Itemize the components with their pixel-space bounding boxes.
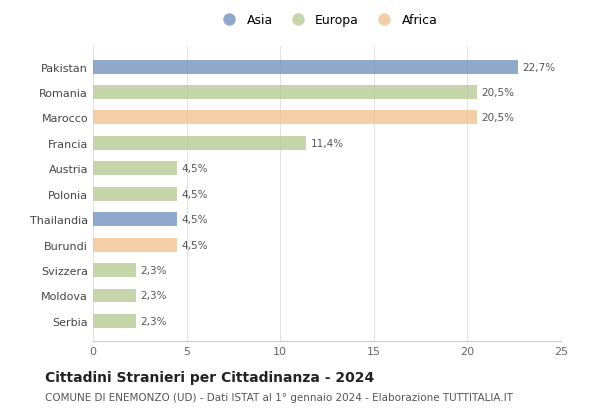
Text: 4,5%: 4,5% (182, 164, 208, 174)
Text: 4,5%: 4,5% (182, 215, 208, 225)
Bar (93, 61, 518, 74)
Text: 20,5%: 20,5% (481, 113, 514, 123)
Legend: Asia, Europa, Africa: Asia, Europa, Africa (212, 9, 443, 32)
Text: 4,5%: 4,5% (182, 189, 208, 199)
Text: 20,5%: 20,5% (481, 88, 514, 98)
Text: 2,3%: 2,3% (141, 265, 167, 275)
Bar (93, 263, 136, 277)
Bar (93, 111, 477, 125)
Bar (93, 238, 177, 252)
Text: 2,3%: 2,3% (141, 291, 167, 301)
Bar (93, 86, 477, 100)
Text: 11,4%: 11,4% (311, 139, 344, 148)
Bar (93, 187, 177, 201)
Bar (93, 213, 177, 227)
Bar (93, 289, 136, 303)
Text: 4,5%: 4,5% (182, 240, 208, 250)
Text: 2,3%: 2,3% (141, 316, 167, 326)
Bar (93, 162, 177, 176)
Text: Cittadini Stranieri per Cittadinanza - 2024: Cittadini Stranieri per Cittadinanza - 2… (45, 370, 374, 384)
Text: 22,7%: 22,7% (523, 63, 556, 72)
Text: COMUNE DI ENEMONZO (UD) - Dati ISTAT al 1° gennaio 2024 - Elaborazione TUTTITALI: COMUNE DI ENEMONZO (UD) - Dati ISTAT al … (45, 392, 513, 402)
Bar (93, 314, 136, 328)
Bar (93, 137, 307, 151)
